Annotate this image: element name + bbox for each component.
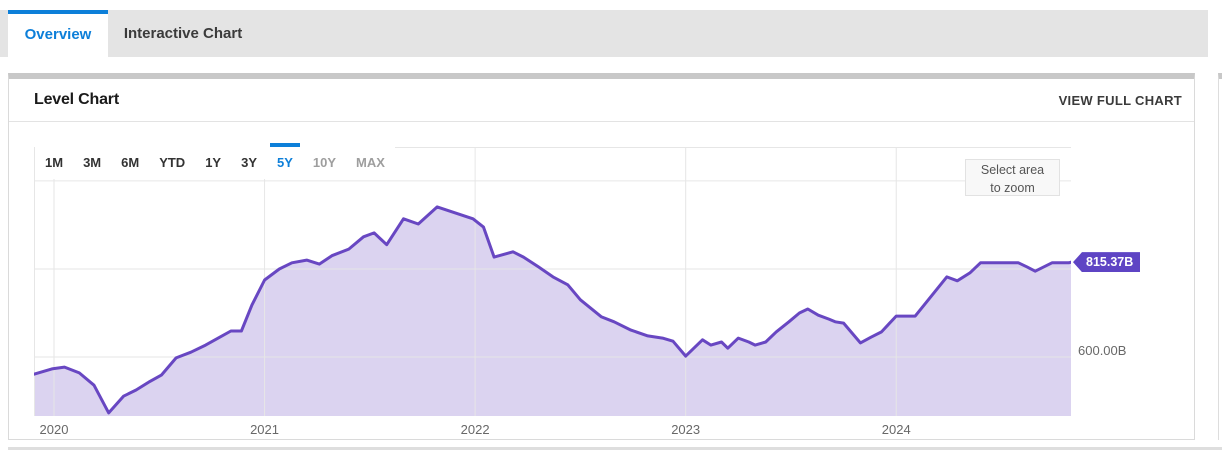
range-button-6m[interactable]: 6M — [111, 147, 150, 179]
series-line — [34, 205, 1071, 415]
x-axis-label-2020: 2020 — [39, 422, 69, 437]
view-full-chart-link[interactable]: VIEW FULL CHART — [1058, 92, 1182, 108]
range-button-1y[interactable]: 1Y — [195, 147, 232, 179]
tab-overview[interactable]: Overview — [8, 10, 108, 57]
zoom-hint-line1: Select area — [980, 163, 1045, 177]
x-axis-label-2023: 2023 — [671, 422, 701, 437]
card-header: Level Chart VIEW FULL CHART — [9, 79, 1194, 122]
zoom-hint-line2: to zoom — [990, 180, 1035, 195]
level-chart-card: Level Chart VIEW FULL CHART 1M 3M 6M YTD 1Y 3… — [8, 73, 1195, 440]
y-axis-tick-label: 600.00B — [1078, 343, 1127, 358]
tab-interactive-chart[interactable]: Interactive Chart — [123, 25, 243, 42]
card-title: Level Chart — [34, 91, 119, 108]
next-section-edge — [8, 447, 1222, 450]
active-range-indicator — [269, 143, 300, 147]
last-value-badge: 815.37B — [1073, 252, 1141, 273]
range-button-ytd[interactable]: YTD — [149, 147, 196, 179]
range-button-5y[interactable]: 5Y — [267, 143, 303, 179]
area-chart-svg[interactable] — [34, 147, 1071, 416]
x-axis-label-2022: 2022 — [460, 422, 490, 437]
range-button-max[interactable]: MAX — [346, 147, 395, 179]
range-button-3y[interactable]: 3Y — [231, 147, 267, 179]
x-axis-label-2021: 2021 — [250, 422, 279, 437]
select-area-to-zoom-hint: Select area to zoom — [965, 159, 1060, 196]
x-axis-label-2024: 2024 — [881, 422, 911, 437]
range-selector: 1M 3M 6M YTD 1Y 3Y 5Y 10Y MAX — [35, 143, 395, 179]
chart-region: 1M 3M 6M YTD 1Y 3Y 5Y 10Y MAX Select area to zoo… — [9, 122, 1194, 439]
adjacent-card-edge — [1218, 73, 1222, 440]
tab-bar: Overview Interactive Chart — [0, 10, 1208, 57]
range-button-1m[interactable]: 1M — [35, 147, 74, 179]
range-button-10y[interactable]: 10Y — [302, 147, 347, 179]
range-button-3m[interactable]: 3M — [73, 147, 112, 179]
series-fill — [34, 206, 1071, 416]
